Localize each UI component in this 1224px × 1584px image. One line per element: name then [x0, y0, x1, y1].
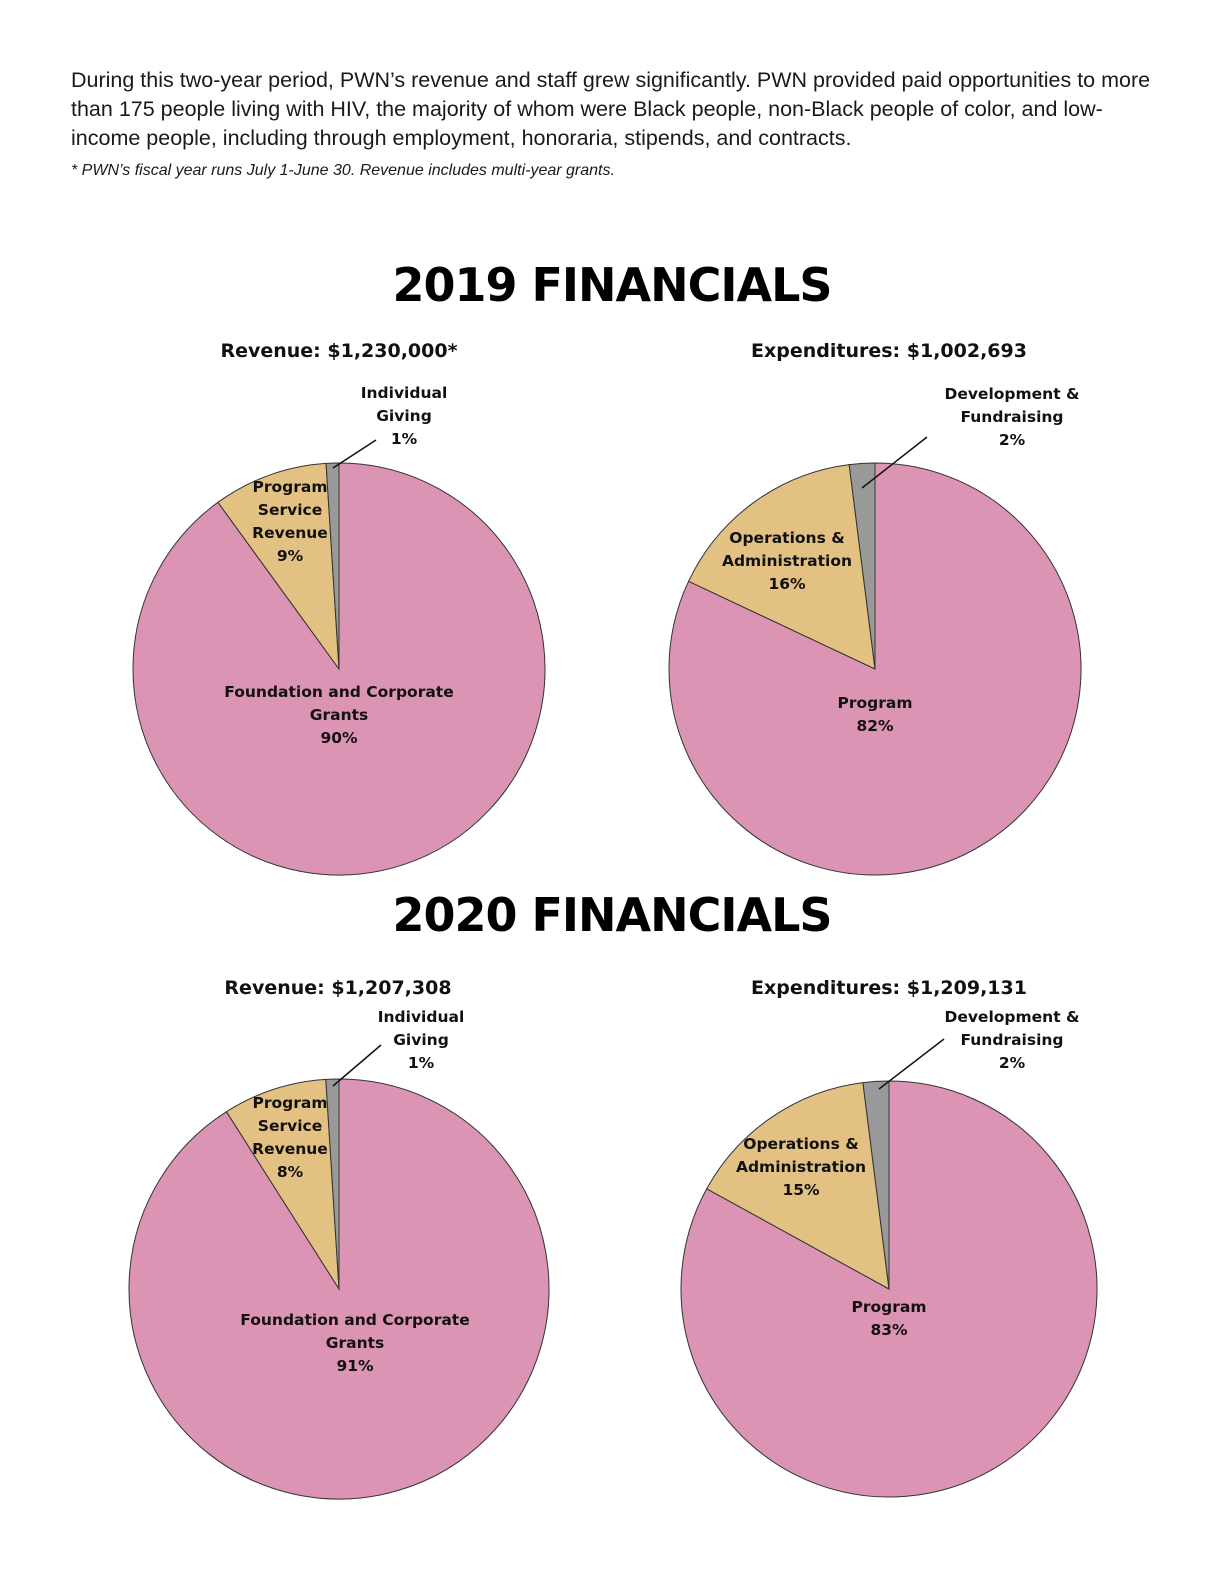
- slice-label-revenue-2019-2: Individual Giving 1%: [361, 384, 448, 448]
- pie-slice-revenue-2020-2: [325, 1078, 340, 1290]
- slice-label-revenue-2020-1: Program Service Revenue 8%: [252, 1094, 328, 1181]
- chart-title-revenue-2019: Revenue: $1,230,000*: [220, 340, 458, 362]
- pie-slice-revenue-2020-1: [225, 1078, 340, 1290]
- slice-label-revenue-2020-2: Individual Giving 1%: [378, 1008, 465, 1072]
- slice-label-revenue-2020-0: Foundation and Corporate Grants 91%: [240, 1311, 469, 1375]
- slice-label-revenue-2019-0: Foundation and Corporate Grants 90%: [224, 683, 453, 747]
- callout-line-expenditures-2020: [878, 1038, 945, 1090]
- section-title-2019: 2019 FINANCIALS: [392, 258, 832, 312]
- slice-label-expenditures-2019-2: Development & Fundraising 2%: [944, 385, 1079, 449]
- callout-line-expenditures-2019: [861, 436, 928, 489]
- slice-label-expenditures-2020-2: Development & Fundraising 2%: [944, 1008, 1079, 1072]
- slice-label-expenditures-2020-0: Program 83%: [851, 1298, 926, 1339]
- callout-line-revenue-2019: [332, 439, 377, 469]
- chart-title-revenue-2020: Revenue: $1,207,308: [224, 977, 452, 999]
- slice-label-expenditures-2019-1: Operations & Administration 16%: [722, 529, 852, 593]
- intro-paragraph: During this two-year period, PWN’s reven…: [71, 68, 1151, 150]
- pie-slice-expenditures-2019-2: [848, 462, 876, 670]
- pie-slice-expenditures-2020-1: [706, 1082, 890, 1290]
- callout-line-revenue-2020: [332, 1044, 382, 1087]
- section-title-2020: 2020 FINANCIALS: [392, 888, 832, 942]
- pie-slice-revenue-2019-1: [217, 462, 340, 671]
- slice-label-revenue-2019-1: Program Service Revenue 9%: [252, 478, 328, 565]
- chart-title-expenditures-2019: Expenditures: $1,002,693: [751, 340, 1027, 362]
- pie-slice-revenue-2019-2: [325, 462, 340, 670]
- pie-slice-expenditures-2019-1: [687, 464, 876, 670]
- fiscal-year-footnote: * PWN’s fiscal year runs July 1-June 30.…: [71, 162, 615, 179]
- slice-label-expenditures-2019-0: Program 82%: [837, 694, 912, 735]
- slice-label-expenditures-2020-1: Operations & Administration 15%: [736, 1135, 866, 1199]
- chart-title-expenditures-2020: Expenditures: $1,209,131: [751, 977, 1027, 999]
